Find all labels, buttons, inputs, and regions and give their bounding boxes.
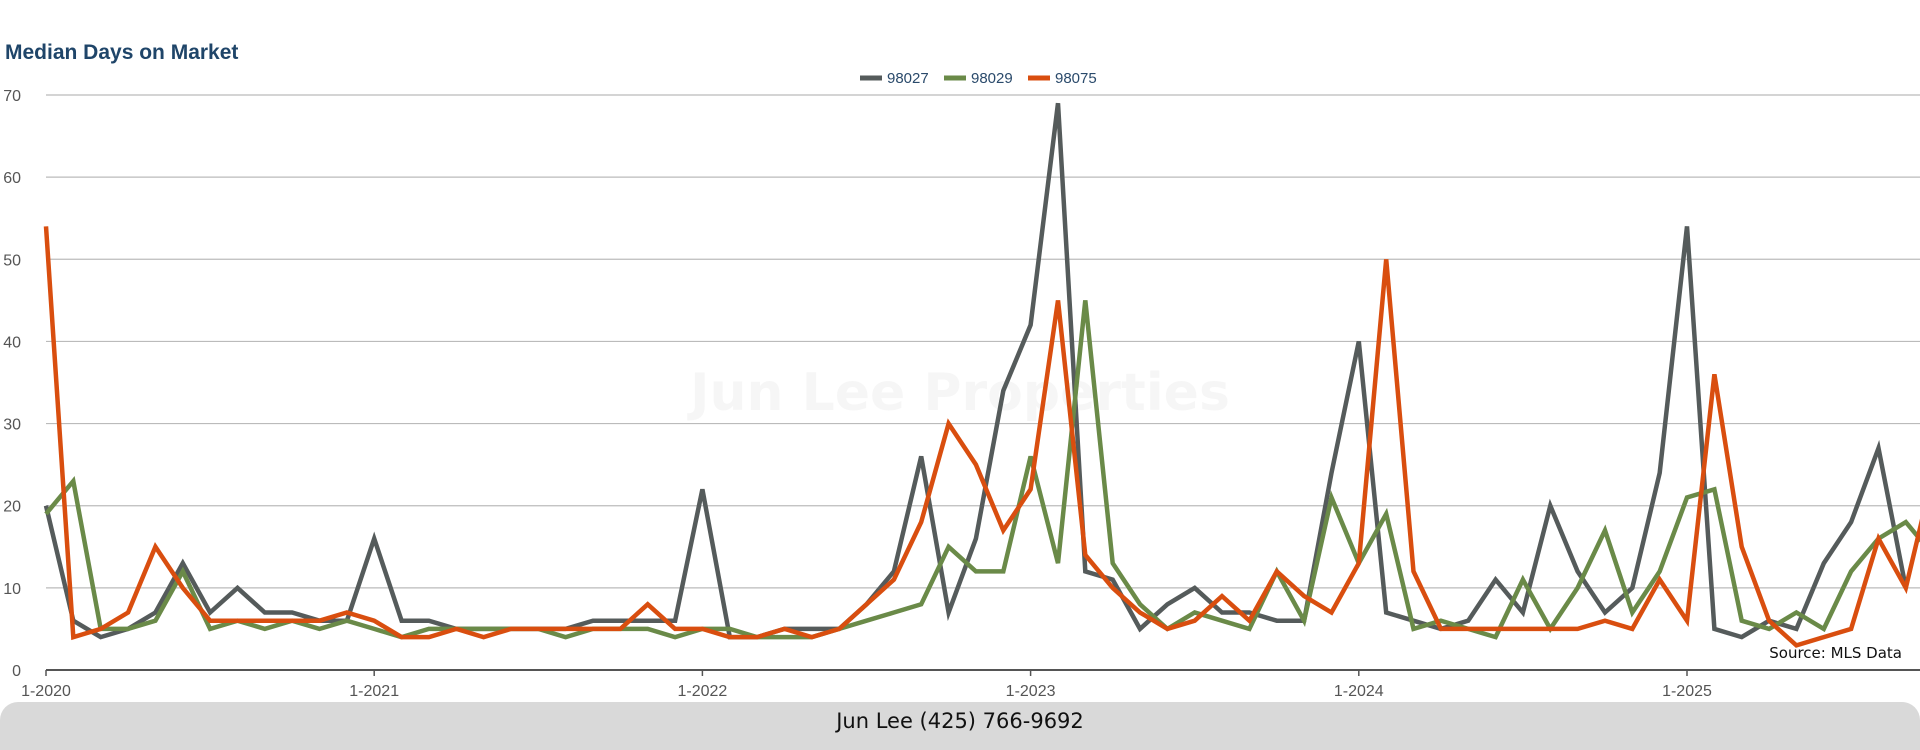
chart-title: Median Days on Market (5, 41, 238, 64)
y-tick-label: 70 (3, 88, 21, 105)
x-axis: 1-2020 1-2021 1-2022 1-2023 1-2024 1-2025 (21, 669, 1920, 700)
y-tick-label: 0 (12, 663, 21, 680)
series-line-98029 (44, 300, 1920, 640)
x-tick-label: 1-2021 (349, 683, 399, 700)
x-tick-label: 1-2023 (1006, 683, 1056, 700)
x-tick-label: 1-2024 (1334, 683, 1384, 700)
y-tick-label: 10 (3, 581, 21, 598)
legend-label-98075[interactable]: 98075 (1055, 70, 1097, 87)
line-chart: Median Days on Market Jun Lee Properties… (3, 41, 1920, 700)
gridlines (46, 94, 1920, 589)
y-tick-label: 60 (3, 170, 21, 187)
y-tick-label: 50 (3, 252, 21, 269)
x-tick-label: 1-2025 (1662, 683, 1712, 700)
watermark: Jun Lee Properties (687, 363, 1230, 423)
legend-label-98027[interactable]: 98027 (887, 70, 929, 87)
legend-label-98029[interactable]: 98029 (971, 70, 1013, 87)
y-tick-label: 40 (3, 334, 21, 351)
y-tick-label: 20 (3, 499, 21, 516)
series-line-98075 (43, 226, 1920, 648)
footer-contact: Jun Lee (425) 766-9692 (0, 702, 1920, 750)
x-tick-label: 1-2020 (21, 683, 71, 700)
source-note: Source: MLS Data (1769, 644, 1902, 662)
series-line-98027 (43, 102, 1909, 640)
y-tick-label: 30 (3, 417, 21, 434)
x-tick-label: 1-2022 (677, 683, 727, 700)
series-lines (43, 102, 1920, 648)
legend[interactable]: 98027 98029 98075 (860, 70, 1097, 87)
y-axis: 0 10 20 30 40 50 60 70 (3, 88, 21, 680)
